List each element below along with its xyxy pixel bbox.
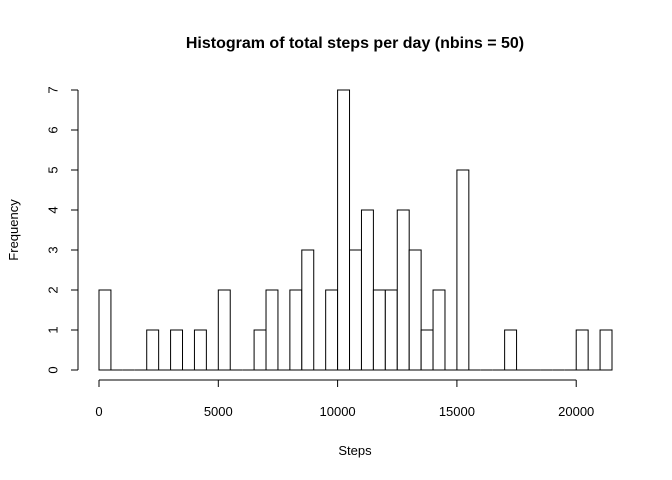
- histogram-bar: [360, 209, 374, 371]
- y-tick-label: 3: [45, 246, 60, 253]
- y-tick-label: 2: [45, 286, 60, 293]
- histogram-bar: [289, 289, 303, 371]
- y-tick-label: 4: [45, 206, 60, 213]
- bars-group: [98, 89, 613, 371]
- y-axis-label: Frequency: [6, 199, 21, 261]
- histogram-bar: [265, 289, 279, 371]
- x-axis-label: Steps: [338, 443, 372, 458]
- histogram-bar: [253, 329, 267, 371]
- x-tick-label: 15000: [439, 404, 475, 419]
- histogram-bar: [575, 329, 589, 371]
- x-tick-label: 10000: [320, 404, 356, 419]
- histogram-bar: [98, 289, 112, 371]
- histogram-bar: [396, 209, 410, 371]
- histogram-bar: [408, 249, 422, 371]
- histogram-bar: [384, 289, 398, 371]
- histogram-bar: [372, 289, 386, 371]
- y-tick-label: 0: [45, 366, 60, 373]
- histogram-bar: [432, 289, 446, 371]
- histogram-bar: [456, 169, 470, 371]
- histogram-bar: [504, 329, 518, 371]
- histogram-bar: [217, 289, 231, 371]
- x-axis: 0 5000 10000 15000 20000: [95, 379, 594, 419]
- x-tick-label: 5000: [204, 404, 233, 419]
- histogram-bar: [325, 289, 339, 371]
- y-tick-label: 6: [45, 126, 60, 133]
- y-axis: 0 1 2 3 4 5 6 7: [45, 86, 79, 374]
- y-tick-label: 7: [45, 86, 60, 93]
- histogram-bar: [599, 329, 613, 371]
- histogram-bar: [337, 89, 351, 371]
- chart-title: Histogram of total steps per day (nbins …: [186, 35, 524, 52]
- histogram-bar: [420, 329, 434, 371]
- histogram-bar: [301, 249, 315, 371]
- histogram-bar: [146, 329, 160, 371]
- histogram-bar: [193, 329, 207, 371]
- histogram-bar: [349, 249, 362, 371]
- y-tick-label: 1: [45, 326, 60, 333]
- y-tick-label: 5: [45, 166, 60, 173]
- x-tick-label: 0: [95, 404, 102, 419]
- histogram-bar: [170, 329, 184, 371]
- x-tick-label: 20000: [558, 404, 594, 419]
